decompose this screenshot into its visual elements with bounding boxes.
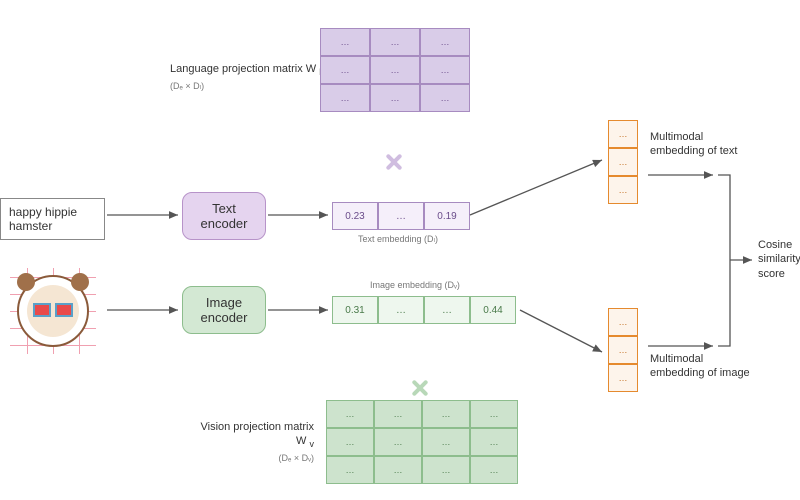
text-input: happy hippie hamster xyxy=(0,198,105,240)
language-matrix-label: Language projection matrix W xyxy=(170,63,316,75)
text-encoder: Text encoder xyxy=(182,192,266,240)
image-embedding-vector: 0.31 … … 0.44 xyxy=(332,296,516,324)
multimodal-image-label: Multimodal embedding of image xyxy=(650,352,760,381)
vision-matrix-dims: (Dₑ × Dᵥ) xyxy=(279,453,315,463)
multimodal-text-label: Multimodal embedding of text xyxy=(650,130,760,159)
output-label: Cosine similarity score xyxy=(758,238,800,281)
language-projection-matrix: ……… ……… ……… xyxy=(320,28,470,112)
multiply-icon xyxy=(408,376,432,400)
vision-projection-matrix: ………… ………… ………… xyxy=(326,400,518,484)
language-matrix-dims: (Dₑ × Dₗ) xyxy=(170,81,204,91)
multimodal-image-vector: … … … xyxy=(608,308,638,392)
image-embedding-label: Image embedding (Dᵥ) xyxy=(370,280,460,290)
text-embedding-label: Text embedding (Dₗ) xyxy=(358,234,438,245)
text-embedding-vector: 0.23 … 0.19 xyxy=(332,202,470,230)
image-encoder: Image encoder xyxy=(182,286,266,334)
multimodal-text-vector: … … … xyxy=(608,120,638,204)
vision-matrix-label: Vision projection matrix W xyxy=(200,421,314,447)
image-input xyxy=(14,272,92,350)
multiply-icon xyxy=(382,150,406,174)
